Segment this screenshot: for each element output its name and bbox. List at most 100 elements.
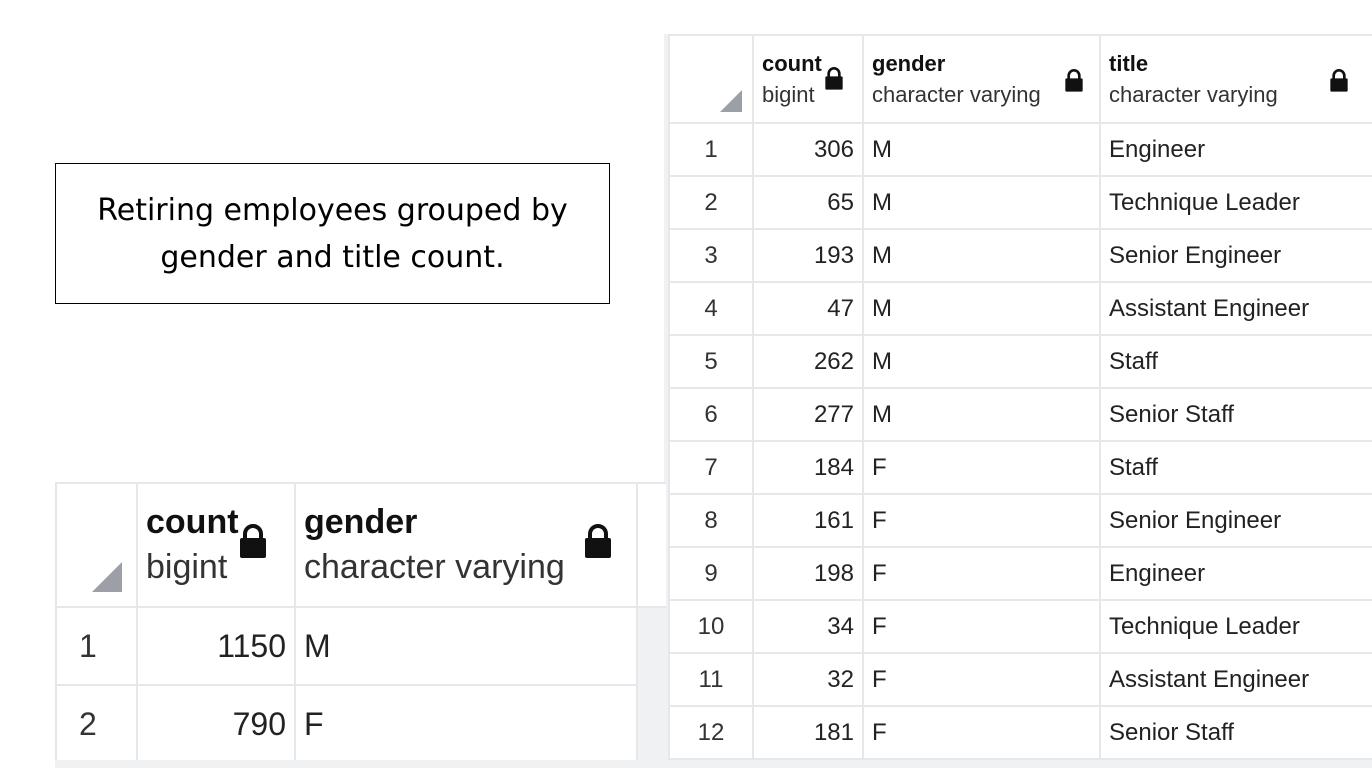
row-number[interactable]: 6 <box>668 387 754 442</box>
column-header-count[interactable]: count bigint <box>136 482 296 608</box>
row-number[interactable]: 5 <box>668 334 754 389</box>
grid-empty-cell <box>637 685 666 763</box>
cell-gender[interactable]: F <box>862 440 1101 495</box>
cell-gender[interactable]: F <box>862 493 1101 548</box>
row-number[interactable]: 12 <box>668 705 754 760</box>
cell-count[interactable]: 65 <box>752 175 864 230</box>
cell-title[interactable]: Staff <box>1099 440 1372 495</box>
lock-icon <box>1329 68 1349 94</box>
table-row[interactable]: 1 1150 M <box>55 606 666 686</box>
table-row[interactable]: 7 184 F Staff <box>668 440 1372 495</box>
column-name: count <box>146 503 239 541</box>
column-header-gender[interactable]: gender character varying <box>294 482 638 608</box>
cell-title[interactable]: Assistant Engineer <box>1099 281 1372 336</box>
cell-gender[interactable]: M <box>862 228 1101 283</box>
cell-gender[interactable]: M <box>862 175 1101 230</box>
table-row[interactable]: 12 181 F Senior Staff <box>668 705 1372 760</box>
grid-empty-header <box>636 482 666 608</box>
row-number[interactable]: 8 <box>668 493 754 548</box>
column-header-gender[interactable]: gender character varying <box>862 34 1101 124</box>
column-name: count <box>762 51 822 76</box>
cell-count[interactable]: 306 <box>752 122 864 177</box>
row-number[interactable]: 10 <box>668 599 754 654</box>
select-all-corner[interactable] <box>668 34 754 124</box>
table-row[interactable]: 2 790 F <box>55 684 666 764</box>
cell-count[interactable]: 32 <box>752 652 864 707</box>
column-type: character varying <box>304 548 565 586</box>
row-number[interactable]: 4 <box>668 281 754 336</box>
cell-count[interactable]: 181 <box>752 705 864 760</box>
cell-gender[interactable]: F <box>862 599 1101 654</box>
table-row[interactable]: 6 277 M Senior Staff <box>668 387 1372 442</box>
cell-count[interactable]: 34 <box>752 599 864 654</box>
column-type: bigint <box>146 548 228 586</box>
lock-icon <box>1064 68 1084 94</box>
column-header-count[interactable]: count bigint <box>752 34 864 124</box>
cell-count[interactable]: 47 <box>752 281 864 336</box>
column-type: bigint <box>762 82 815 107</box>
table-row[interactable]: 1 306 M Engineer <box>668 122 1372 177</box>
table-row[interactable]: 10 34 F Technique Leader <box>668 599 1372 654</box>
header-row: count bigint gender character varying <box>55 482 666 608</box>
row-number[interactable]: 1 <box>668 122 754 177</box>
table-row[interactable]: 11 32 F Assistant Engineer <box>668 652 1372 707</box>
cell-count[interactable]: 262 <box>752 334 864 389</box>
lock-icon <box>238 524 268 560</box>
cell-gender[interactable]: M <box>862 387 1101 442</box>
cell-count[interactable]: 161 <box>752 493 864 548</box>
table-row[interactable]: 4 47 M Assistant Engineer <box>668 281 1372 336</box>
row-number[interactable]: 3 <box>668 228 754 283</box>
cell-gender[interactable]: M <box>862 281 1101 336</box>
column-name: gender <box>304 503 418 541</box>
cell-count[interactable]: 184 <box>752 440 864 495</box>
lock-icon <box>824 66 844 92</box>
caption-text: Retiring employees grouped by gender and… <box>97 192 568 275</box>
cell-gender[interactable]: F <box>294 684 638 764</box>
select-all-triangle-icon <box>92 562 122 592</box>
cell-gender[interactable]: F <box>862 652 1101 707</box>
row-number[interactable]: 9 <box>668 546 754 601</box>
select-all-triangle-icon <box>720 90 742 112</box>
gender-count-grid: count bigint gender character varying 1 … <box>55 482 666 764</box>
grid-background-bottom-left <box>55 760 665 768</box>
cell-gender[interactable]: M <box>294 606 638 686</box>
cell-count[interactable]: 193 <box>752 228 864 283</box>
cell-count[interactable]: 1150 <box>136 606 296 686</box>
cell-gender[interactable]: F <box>862 546 1101 601</box>
cell-title[interactable]: Assistant Engineer <box>1099 652 1372 707</box>
cell-gender[interactable]: M <box>862 122 1101 177</box>
table-row[interactable]: 8 161 F Senior Engineer <box>668 493 1372 548</box>
column-type: character varying <box>1109 82 1278 107</box>
cell-title[interactable]: Engineer <box>1099 546 1372 601</box>
cell-title[interactable]: Engineer <box>1099 122 1372 177</box>
cell-gender[interactable]: M <box>862 334 1101 389</box>
column-type: character varying <box>872 82 1041 107</box>
cell-count[interactable]: 790 <box>136 684 296 764</box>
table-row[interactable]: 2 65 M Technique Leader <box>668 175 1372 230</box>
table-row[interactable]: 3 193 M Senior Engineer <box>668 228 1372 283</box>
cell-title[interactable]: Senior Engineer <box>1099 228 1372 283</box>
row-number[interactable]: 7 <box>668 440 754 495</box>
header-row: count bigint gender character varying ti… <box>668 34 1372 124</box>
row-number[interactable]: 2 <box>668 175 754 230</box>
grid-empty-cell <box>637 607 666 685</box>
select-all-corner[interactable] <box>55 482 138 608</box>
lock-icon <box>583 524 613 560</box>
row-number[interactable]: 2 <box>55 684 138 764</box>
column-name: gender <box>872 51 946 76</box>
row-number[interactable]: 1 <box>55 606 138 686</box>
table-row[interactable]: 5 262 M Staff <box>668 334 1372 389</box>
column-header-title[interactable]: title character varying <box>1099 34 1372 124</box>
table-row[interactable]: 9 198 F Engineer <box>668 546 1372 601</box>
cell-title[interactable]: Technique Leader <box>1099 175 1372 230</box>
row-number[interactable]: 11 <box>668 652 754 707</box>
cell-title[interactable]: Senior Staff <box>1099 705 1372 760</box>
cell-count[interactable]: 198 <box>752 546 864 601</box>
cell-gender[interactable]: F <box>862 705 1101 760</box>
cell-title[interactable]: Senior Engineer <box>1099 493 1372 548</box>
cell-title[interactable]: Senior Staff <box>1099 387 1372 442</box>
cell-title[interactable]: Technique Leader <box>1099 599 1372 654</box>
cell-title[interactable]: Staff <box>1099 334 1372 389</box>
cell-count[interactable]: 277 <box>752 387 864 442</box>
caption-box: Retiring employees grouped by gender and… <box>55 163 610 304</box>
